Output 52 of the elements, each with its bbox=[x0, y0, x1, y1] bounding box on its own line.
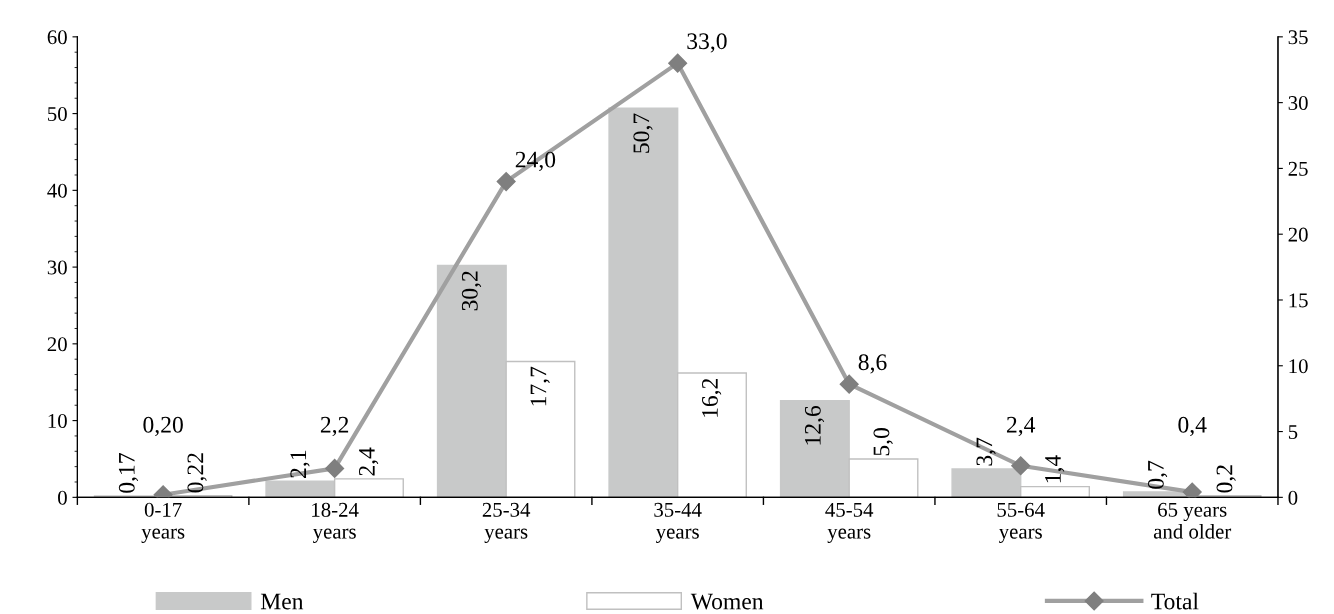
y-tick-label: 40 bbox=[47, 183, 67, 198]
data-label: 0,7 bbox=[1147, 460, 1168, 489]
point bbox=[325, 458, 345, 478]
y2-tick-label: 10 bbox=[1289, 359, 1308, 374]
data-label: 17,7 bbox=[530, 366, 550, 406]
x-tick-label: 45-54 years bbox=[825, 502, 874, 543]
x-tick-label: 25-34 years bbox=[482, 502, 531, 543]
data-label: 0,22 bbox=[187, 453, 207, 493]
data-label: 3,7 bbox=[976, 437, 996, 466]
data-label: 0,20 bbox=[143, 416, 183, 437]
legend-label: Total bbox=[1151, 592, 1199, 610]
data-label: 2,4 bbox=[358, 447, 379, 476]
data-label: 1,4 bbox=[1045, 455, 1065, 483]
point bbox=[839, 374, 859, 394]
y2-tick-label: 20 bbox=[1288, 227, 1308, 242]
data-label: 24,0 bbox=[515, 151, 556, 171]
x-tick-label: 55-64 years bbox=[997, 502, 1045, 543]
data-label: 8,6 bbox=[858, 354, 887, 374]
point bbox=[1011, 456, 1031, 476]
y2-tick-label: 15 bbox=[1289, 293, 1308, 308]
y-tick-label: 50 bbox=[48, 106, 67, 122]
data-label: 5,0 bbox=[873, 428, 893, 456]
data-label: 50,7 bbox=[633, 113, 653, 153]
data-label: 0,4 bbox=[1178, 416, 1207, 437]
y2-tick-label: 35 bbox=[1288, 30, 1308, 45]
y2-tick-label: 0 bbox=[1288, 490, 1298, 505]
legend-label: Men bbox=[260, 593, 304, 610]
y-tick-label: 0 bbox=[58, 490, 67, 505]
y-tick-label: 20 bbox=[47, 337, 67, 352]
y-tick-label: 60 bbox=[47, 30, 67, 45]
point bbox=[668, 53, 688, 73]
data-label: 12,6 bbox=[804, 405, 825, 445]
data-label: 2,4 bbox=[1006, 416, 1036, 437]
legend-label: Women bbox=[690, 593, 764, 610]
y-tick-label: 10 bbox=[48, 413, 67, 429]
data-label: 0,17 bbox=[118, 453, 139, 493]
x-tick-label: 18-24 years bbox=[312, 502, 359, 543]
data-label: 30,2 bbox=[461, 271, 482, 311]
y2-tick-label: 30 bbox=[1288, 96, 1308, 111]
x-tick-label: 65 years and older bbox=[1153, 502, 1232, 539]
x-tick-label: 35-44 years bbox=[654, 502, 702, 543]
data-label: 2,1 bbox=[290, 450, 310, 478]
data-label: 2,2 bbox=[320, 416, 349, 437]
y2-tick-label: 25 bbox=[1288, 161, 1308, 176]
point bbox=[496, 172, 516, 192]
data-label: 0,2 bbox=[1216, 465, 1236, 493]
y-tick-label: 30 bbox=[47, 260, 67, 275]
data-label: 16,2 bbox=[702, 378, 722, 417]
data-label: 33,0 bbox=[687, 33, 727, 53]
x-tick-label: 0-17 years bbox=[141, 502, 185, 543]
y2-tick-label: 5 bbox=[1288, 425, 1298, 439]
point bbox=[1182, 482, 1202, 498]
